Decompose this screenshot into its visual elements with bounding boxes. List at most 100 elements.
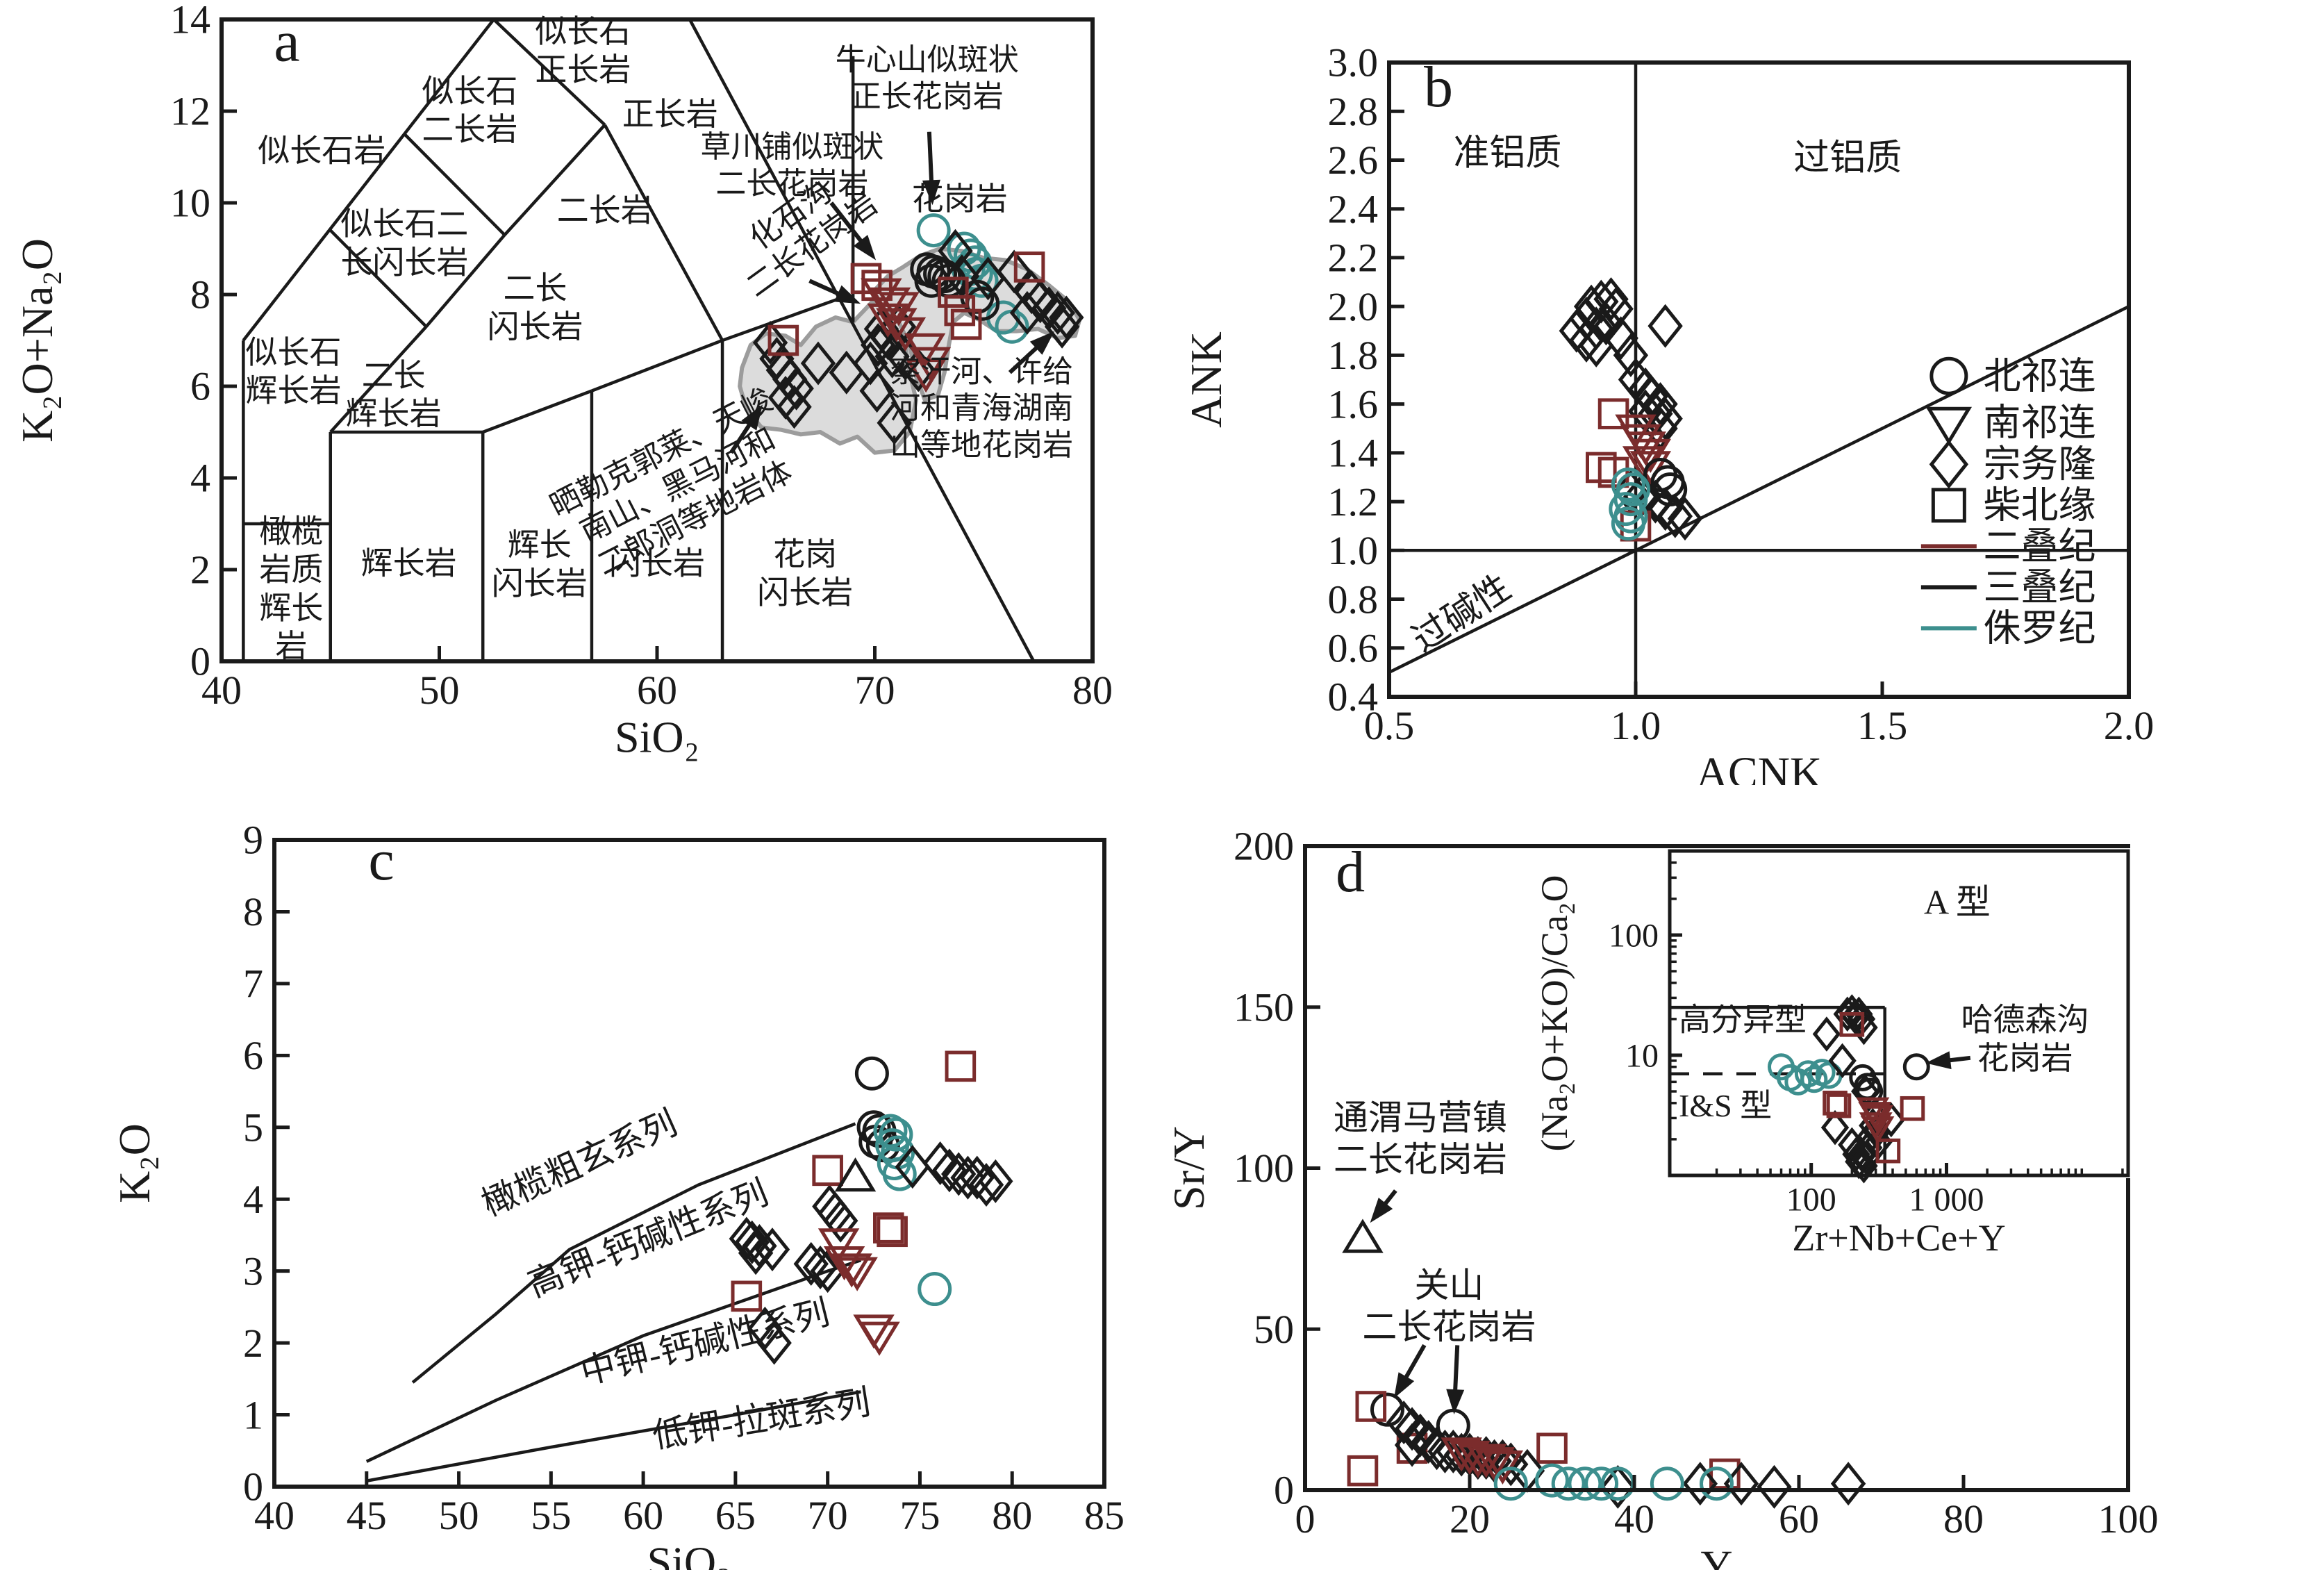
y-tick-label: 10: [170, 181, 210, 226]
annotation-label: 关山二长花岗岩: [1362, 1266, 1536, 1346]
panel-d-svg: 0 20 40 60 80 100 0 50 100 150 200 Y Sr/Y 通渭马营镇二长花岗岩关…: [1164, 824, 2159, 1570]
boundary-line: [424, 233, 506, 328]
boundary-line: [329, 229, 428, 328]
y-tick-label: 2.6: [1328, 138, 1379, 183]
annotation-label: 通渭马营镇二长花岗岩: [1334, 1098, 1507, 1179]
x-axis-label: Zr+Nb+Ce+Y: [1792, 1217, 2005, 1259]
x-tick-label: 0.5: [1364, 703, 1415, 748]
series-南祁连-二叠纪: [1856, 1097, 1895, 1144]
x-tick-label: 40: [254, 1493, 294, 1538]
plot-d: 0 20 40 60 80 100 0 50 100 150 200 Y Sr/Y 通渭马营镇二长花岗岩关…: [1164, 824, 2159, 1570]
y-tick-label: 5: [243, 1105, 263, 1150]
plot-b: 0.5 1.0 1.5 2.00.40.60.81.01.21.41.61.82.02…: [1181, 40, 2154, 785]
legend-label: 三叠纪: [1984, 567, 2096, 609]
annotation-label: 察汗河、许给河和青海湖南山等地花岗岩: [890, 354, 1073, 462]
region-label: 二长岩: [557, 192, 653, 228]
panel-a-tas-diagram: 40 50 60 70 80 0 2 4 6 8 10 12 14 SiO₂ K₂O+Na₂O 似长石岩 似长石…: [0, 0, 1162, 785]
boundary-line: [366, 1390, 861, 1482]
series-北祁连-三叠纪: [1643, 457, 1688, 507]
series-宗务隆-三叠纪: [729, 1141, 1013, 1365]
region-label: 低钾-拉斑系列: [649, 1382, 873, 1455]
region-label: 花岗闪长岩: [757, 536, 853, 610]
x-tick-label: 70: [808, 1493, 848, 1538]
x-tick-label: 55: [531, 1493, 571, 1538]
x-tick-label: 60: [623, 1493, 663, 1538]
boundary-line: [403, 133, 506, 236]
y-tick-label: 14: [170, 0, 210, 42]
x-axis-label: Y: [1700, 1542, 1732, 1570]
x-tick-label: 40: [1614, 1496, 1654, 1542]
y-tick-label: 4: [243, 1177, 263, 1222]
series-北祁连-侏罗纪: [1609, 467, 1650, 541]
region-label: 似长石辉长岩: [245, 335, 341, 408]
legend-label: 南祁连: [1984, 402, 2096, 444]
region-label: 似长石正长岩: [535, 14, 631, 88]
boundary-line: [411, 1122, 856, 1384]
x-tick-label: 50: [420, 668, 460, 713]
region-label: 辉长闪长岩: [492, 527, 588, 601]
y-tick-label: 1: [243, 1392, 263, 1437]
y-axis-label: Sr/Y: [1164, 1126, 1213, 1210]
region-label: 准铝质: [1453, 133, 1561, 173]
y-tick-label: 8: [190, 272, 210, 317]
y-tick-label: 10: [1625, 1037, 1659, 1074]
boundary-line: [688, 18, 1036, 663]
axes-ticks: 40 50 60 70 80 0 2 4 6 8 10 12 14: [170, 0, 1113, 713]
y-tick-label: 8: [243, 889, 263, 934]
boundary-line: [722, 297, 838, 342]
series-柴北缘-二叠纪: [731, 1050, 977, 1312]
region-label: 橄榄粗玄系列: [476, 1103, 683, 1223]
y-tick-label: 0: [243, 1464, 263, 1510]
x-tick-label: 65: [715, 1493, 756, 1538]
annotation-label: 哈德森沟花岗岩: [1961, 1002, 2089, 1076]
y-tick-label: 0.6: [1328, 625, 1379, 670]
series-layer: [1767, 994, 1930, 1184]
y-tick-label: 4: [190, 456, 210, 501]
panel-letter: a: [274, 9, 299, 74]
region-label: A 型: [1924, 882, 1991, 921]
panel-letter: b: [1424, 55, 1453, 119]
panel-b-ank-acnk-diagram: 0.5 1.0 1.5 2.0 0.4 0.6 0.8 1.0 1.2 1.4 1.6 1.8 2.0 2…: [1162, 0, 2324, 785]
y-tick-label: 1.8: [1328, 333, 1379, 378]
series-宗务隆-三叠纪: [752, 229, 1084, 445]
plot-frame: [272, 838, 1106, 1489]
annotation-label: 草川铺似斑状二长花岗岩: [700, 130, 883, 201]
series-柴北缘-二叠纪: [1823, 1012, 1925, 1164]
plot-frame: [1668, 849, 2130, 1178]
y-tick-label: 3.0: [1328, 40, 1379, 85]
region-label: 辉长岩: [361, 546, 457, 581]
annotation-label: 牛心山似斑状正长花岗岩: [836, 43, 1019, 114]
series-layer: [729, 1050, 1013, 1365]
y-tick-label: 2.0: [1328, 284, 1379, 329]
x-tick-label: 80: [992, 1493, 1032, 1538]
series-南祁连-二叠纪: [861, 278, 952, 393]
y-tick-label: 0: [1274, 1468, 1294, 1513]
x-tick-label: 100: [2098, 1496, 2159, 1542]
region-label: 中钾-钙碱性系列: [576, 1293, 833, 1392]
region-label: 橄榄岩质辉长岩: [259, 513, 323, 664]
y-tick-label: 3: [243, 1248, 263, 1294]
series-layer: [752, 213, 1084, 445]
boundary-line: [1388, 305, 2130, 674]
plot-a: 40 50 60 70 8002468101214SiO₂K₂O+Na₂O似长石岩似长石…: [13, 0, 1113, 762]
y-tick-label: 0: [190, 639, 210, 684]
boundary-line: [503, 124, 606, 236]
legend-label: 二叠纪: [1984, 526, 2096, 568]
x-tick-label: 40: [201, 668, 242, 713]
x-tick-label: 1 000: [1909, 1181, 1984, 1218]
y-tick-label: 6: [190, 364, 210, 409]
series-北祁连-侏罗纪: [1493, 1463, 1734, 1501]
y-tick-label: 1.2: [1328, 479, 1379, 524]
region-label: 过碱性: [1406, 568, 1518, 660]
region-label: 二长辉长岩: [346, 358, 442, 431]
x-axis-label: SiO₂: [615, 713, 699, 762]
x-tick-label: 1.0: [1611, 703, 1661, 748]
y-tick-label: 1.6: [1328, 381, 1379, 427]
x-tick-label: 60: [1779, 1496, 1819, 1542]
legend-label: 柴北缘: [1984, 485, 2096, 527]
y-tick-label: 50: [1254, 1307, 1294, 1352]
y-axis-label: (Na₂O+KO)/Ca₂O: [1534, 875, 1575, 1151]
